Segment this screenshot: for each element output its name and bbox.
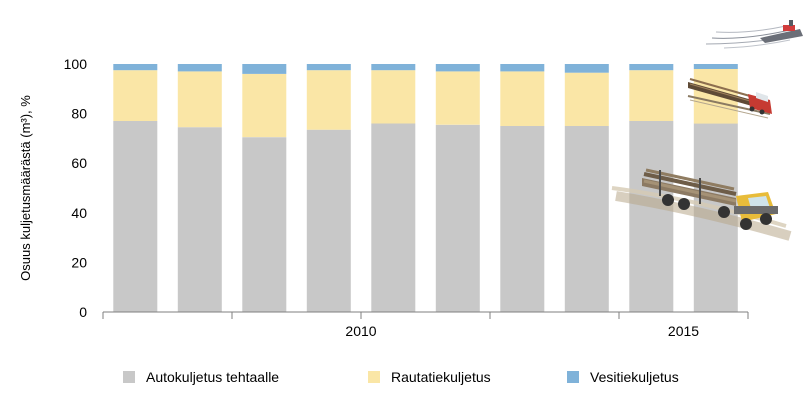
bar-segment-2013-series-1 — [500, 71, 545, 126]
legend-label-vesitiekuljetus: Vesitiekuljetus — [590, 369, 679, 385]
bar-segment-2015-series-2 — [629, 64, 674, 71]
legend-label-autokuljetus: Autokuljetus tehtaalle — [146, 369, 279, 385]
bar-segment-2009-series-1 — [242, 73, 287, 138]
y-tick-label-40: 40 — [71, 205, 87, 221]
bar-segment-2014-series-2 — [564, 64, 609, 73]
bar-segment-2016-series-2 — [693, 64, 738, 69]
y-tick-label-20: 20 — [71, 254, 87, 270]
bar-segment-2008-series-0 — [177, 127, 222, 312]
bar-segment-2011-series-0 — [371, 123, 416, 312]
legend-label-rautatiekuljetus: Rautatiekuljetus — [391, 369, 491, 385]
ship-illustration — [705, 20, 803, 49]
bar-segment-2010-series-0 — [306, 129, 351, 312]
bar-segment-2012-series-1 — [435, 71, 480, 125]
bar-segment-2012-series-0 — [435, 124, 480, 312]
bar-segment-2011-series-1 — [371, 70, 416, 124]
y-tick-label-100: 100 — [64, 56, 88, 72]
legend-item-vesitiekuljetus: Vesitiekuljetus — [567, 369, 679, 385]
legend-swatch-vesitiekuljetus — [567, 371, 579, 383]
bars-layer — [113, 64, 738, 312]
bar-segment-2015-series-0 — [629, 121, 674, 312]
y-axis-title: Osuus kuljetusmäärästä (m³), % — [18, 95, 33, 281]
bar-segment-2015-series-1 — [629, 70, 674, 121]
bar-segment-2010-series-1 — [306, 70, 351, 130]
bar-segment-2007-series-2 — [113, 64, 158, 71]
y-tick-label-0: 0 — [79, 304, 87, 320]
bar-segment-2009-series-0 — [242, 137, 287, 312]
bar-segment-2011-series-2 — [371, 64, 416, 71]
train-illustration — [687, 78, 772, 119]
legend: Autokuljetus tehtaalle Rautatiekuljetus … — [123, 369, 679, 385]
bar-segment-2013-series-0 — [500, 126, 545, 312]
bar-segment-2008-series-2 — [177, 64, 222, 72]
legend-item-rautatiekuljetus: Rautatiekuljetus — [368, 369, 491, 385]
bar-segment-2007-series-1 — [113, 70, 158, 121]
legend-item-autokuljetus: Autokuljetus tehtaalle — [123, 369, 279, 385]
bar-segment-2008-series-1 — [177, 71, 222, 128]
bar-segment-2009-series-2 — [242, 64, 287, 74]
legend-swatch-rautatiekuljetus — [368, 371, 380, 383]
x-tick-label-2015: 2015 — [668, 323, 699, 339]
timber-truck-illustration — [611, 168, 792, 241]
bar-segment-2010-series-2 — [306, 64, 351, 71]
bar-segment-2007-series-0 — [113, 121, 158, 312]
bar-segment-2014-series-1 — [564, 72, 609, 126]
bar-segment-2013-series-2 — [500, 64, 545, 72]
x-tick-label-2010: 2010 — [345, 323, 376, 339]
bar-segment-2012-series-2 — [435, 64, 480, 72]
bar-segment-2014-series-0 — [564, 126, 609, 312]
axis-layer: 2010 2015 0 20 40 60 80 100 — [64, 56, 749, 339]
legend-swatch-autokuljetus — [123, 371, 135, 383]
y-tick-label-80: 80 — [71, 106, 87, 122]
y-tick-label-60: 60 — [71, 155, 87, 171]
